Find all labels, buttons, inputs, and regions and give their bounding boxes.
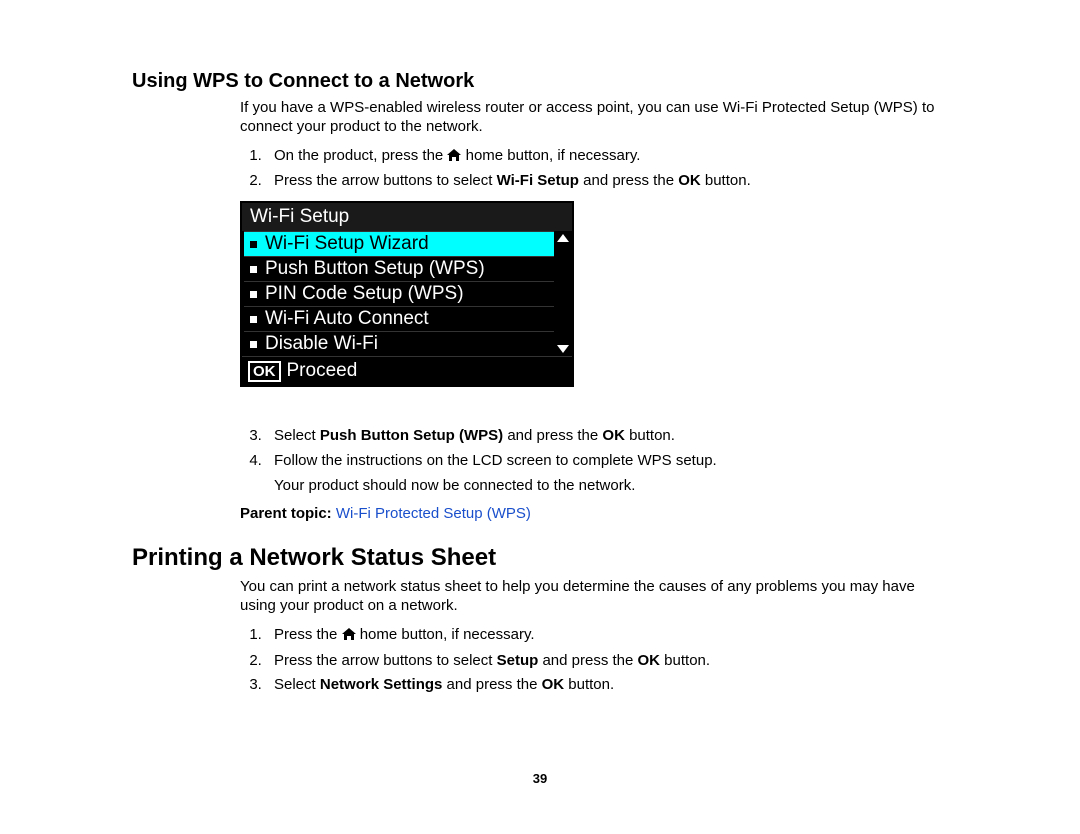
step2-2: Press the arrow buttons to select Setup …: [266, 652, 948, 671]
home-icon: [447, 148, 461, 167]
post-step-text: Your product should now be connected to …: [274, 477, 948, 496]
step2-1: Press the home button, if necessary.: [266, 626, 948, 646]
intro-text-2: You can print a network status sheet to …: [240, 578, 948, 616]
manual-page: Using WPS to Connect to a Network If you…: [0, 0, 1080, 695]
step-3: Select Push Button Setup (WPS) and press…: [266, 427, 948, 446]
lcd-item-push-button[interactable]: Push Button Setup (WPS): [244, 256, 570, 281]
step2-3: Select Network Settings and press the OK…: [266, 676, 948, 695]
lcd-screen: Wi-Fi Setup Wi-Fi Setup Wizard Push Butt…: [240, 201, 574, 387]
lcd-item-auto-connect[interactable]: Wi-Fi Auto Connect: [244, 306, 570, 331]
section-heading-status-sheet: Printing a Network Status Sheet: [132, 544, 948, 572]
lcd-item-wizard[interactable]: Wi-Fi Setup Wizard: [244, 231, 570, 256]
step-4: Follow the instructions on the LCD scree…: [266, 452, 948, 496]
page-number: 39: [0, 771, 1080, 786]
step-2: Press the arrow buttons to select Wi-Fi …: [266, 172, 948, 191]
ok-badge: OK: [248, 361, 281, 382]
arrow-down-icon: [557, 345, 569, 353]
lcd-item-disable-wifi[interactable]: Disable Wi-Fi: [244, 331, 570, 356]
bullet-icon: [250, 266, 257, 273]
lcd-menu: Wi-Fi Setup Wizard Push Button Setup (WP…: [242, 231, 572, 356]
steps-list-1b: Select Push Button Setup (WPS) and press…: [240, 427, 948, 495]
bullet-icon: [250, 241, 257, 248]
section-heading-wps: Using WPS to Connect to a Network: [132, 70, 948, 93]
arrow-up-icon: [557, 234, 569, 242]
lcd-title: Wi-Fi Setup: [242, 203, 572, 231]
bullet-icon: [250, 316, 257, 323]
parent-topic-link[interactable]: Wi-Fi Protected Setup (WPS): [336, 505, 531, 522]
steps-list-2: Press the home button, if necessary. Pre…: [240, 626, 948, 695]
bullet-icon: [250, 291, 257, 298]
lcd-footer: OK Proceed: [242, 356, 572, 385]
bullet-icon: [250, 341, 257, 348]
lcd-scrollbar[interactable]: [554, 231, 572, 356]
parent-topic: Parent topic: Wi-Fi Protected Setup (WPS…: [240, 505, 948, 522]
step-1: On the product, press the home button, i…: [266, 147, 948, 167]
parent-topic-label: Parent topic:: [240, 505, 336, 522]
proceed-label: Proceed: [287, 360, 358, 382]
home-icon: [342, 627, 356, 646]
steps-list-1: On the product, press the home button, i…: [240, 147, 948, 192]
lcd-item-pin-code[interactable]: PIN Code Setup (WPS): [244, 281, 570, 306]
intro-text: If you have a WPS-enabled wireless route…: [240, 99, 948, 137]
